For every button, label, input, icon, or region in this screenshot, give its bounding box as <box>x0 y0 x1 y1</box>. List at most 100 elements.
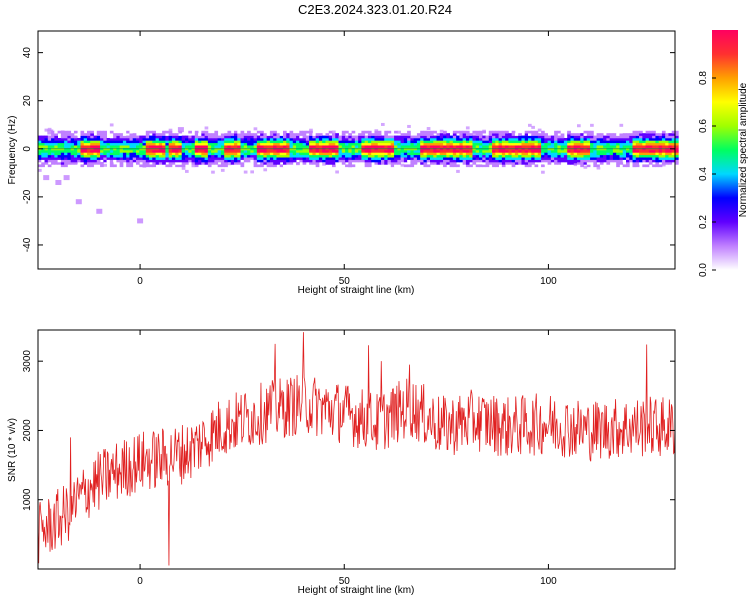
heatmap-cell <box>106 145 111 148</box>
heatmap-cell <box>198 140 202 144</box>
heatmap-cell <box>573 159 578 163</box>
heatmap-cell <box>41 154 45 158</box>
heatmap-cell <box>426 145 431 148</box>
heatmap-cell <box>162 154 166 158</box>
heatmap-cell <box>220 140 225 144</box>
heatmap-cell <box>345 157 349 160</box>
heatmap-cell <box>612 142 617 146</box>
heatmap-cell <box>616 135 620 139</box>
heatmap-cell <box>524 140 529 144</box>
heatmap-cell <box>479 164 483 168</box>
y-tick-label: 1000 <box>22 488 33 511</box>
heatmap-cell <box>87 137 91 141</box>
heatmap-cell <box>237 154 241 158</box>
heatmap-cell <box>194 164 199 168</box>
heatmap-cell <box>227 137 232 141</box>
heatmap-cell <box>661 145 666 148</box>
heatmap-cell <box>367 142 372 146</box>
heatmap-cell <box>207 150 212 153</box>
heatmap-cell <box>469 145 473 148</box>
heatmap-cell <box>675 137 679 141</box>
heatmap-cell <box>243 159 248 163</box>
heatmap-cell <box>73 135 78 139</box>
heatmap-scatter-point <box>96 208 103 214</box>
heatmap-cell <box>390 137 395 141</box>
heatmap-cell <box>87 135 91 139</box>
heatmap-cell <box>188 157 192 160</box>
heatmap-cell <box>619 135 624 139</box>
heatmap-cell <box>492 135 496 139</box>
heatmap-cell <box>645 157 650 160</box>
heatmap-cell <box>299 145 303 148</box>
heatmap-cell <box>642 133 646 136</box>
heatmap-cell <box>407 140 411 144</box>
heatmap-cell <box>256 137 261 141</box>
heatmap-cell <box>599 150 604 153</box>
heatmap-cell <box>387 157 392 160</box>
heatmap-cell <box>508 154 513 158</box>
heatmap-cell <box>318 154 323 158</box>
heatmap-cell <box>550 150 555 153</box>
heatmap-cell <box>501 152 506 156</box>
heatmap-cell <box>416 152 421 156</box>
heatmap-cell <box>149 157 153 160</box>
heatmap-cell <box>639 150 643 153</box>
heatmap-cell <box>338 145 343 148</box>
heatmap-cell <box>482 142 486 146</box>
heatmap-cell <box>462 157 467 160</box>
heatmap-cell <box>266 154 271 158</box>
heatmap-cell <box>119 133 124 136</box>
heatmap-cell <box>132 137 137 141</box>
heatmap-cell <box>361 157 366 160</box>
heatmap-cell <box>390 140 395 144</box>
heatmap-cell <box>361 145 366 148</box>
heatmap-cell <box>645 140 650 144</box>
heatmap-cell <box>351 150 356 153</box>
heatmap-cell <box>534 133 539 136</box>
heatmap-cell <box>354 137 359 141</box>
heatmap-cell <box>671 145 676 148</box>
heatmap-cell <box>305 154 310 158</box>
heatmap-cell <box>100 150 104 153</box>
heatmap-cell <box>606 142 611 146</box>
heatmap-cell <box>149 130 153 134</box>
heatmap-cell <box>635 142 640 146</box>
heatmap-cell <box>410 135 415 139</box>
heatmap-cell <box>541 133 545 136</box>
heatmap-cell <box>332 164 336 168</box>
heatmap-cell <box>452 142 457 146</box>
heatmap-cell <box>472 140 477 144</box>
heatmap-cell <box>57 140 62 144</box>
heatmap-cell <box>577 159 581 163</box>
heatmap-cell <box>315 157 320 160</box>
heatmap-cell <box>394 145 398 148</box>
heatmap-cell <box>528 140 532 144</box>
heatmap-cell <box>214 154 219 158</box>
heatmap-cell <box>315 154 320 158</box>
heatmap-cell <box>668 162 673 165</box>
heatmap-cell <box>60 150 65 153</box>
heatmap-cell <box>626 162 630 165</box>
heatmap-cell <box>443 162 447 165</box>
heatmap-cell <box>309 150 313 153</box>
heatmap-cell <box>263 137 268 141</box>
heatmap-cell <box>622 152 627 156</box>
heatmap-cell <box>168 140 173 144</box>
heatmap-cell <box>547 157 552 160</box>
heatmap-cell <box>201 145 205 148</box>
heatmap-cell <box>191 164 196 168</box>
heatmap-cell <box>459 152 464 156</box>
heatmap-cell <box>220 133 225 136</box>
heatmap-cell <box>495 159 499 163</box>
heatmap-cell <box>377 142 382 146</box>
heatmap-cell <box>443 157 447 160</box>
heatmap-cell <box>185 142 189 146</box>
heatmap-cell <box>472 132 477 136</box>
heatmap-cell <box>423 142 428 146</box>
heatmap-cell <box>436 145 441 148</box>
heatmap-cell <box>456 157 460 160</box>
heatmap-cell <box>658 154 663 158</box>
heatmap-cell <box>642 150 646 153</box>
heatmap-scatter-point <box>137 218 144 224</box>
heatmap-cell <box>54 137 58 141</box>
